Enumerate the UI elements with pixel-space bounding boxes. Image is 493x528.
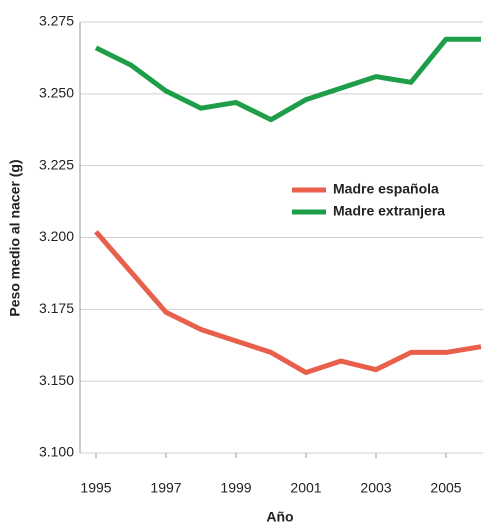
y-axis-label: Peso medio al nacer (g) — [7, 159, 23, 316]
x-tick-label: 2003 — [360, 480, 391, 496]
series-line — [94, 230, 482, 376]
x-tick-label: 2005 — [430, 480, 461, 496]
y-tick-label: 3.150 — [39, 372, 74, 388]
y-tick-label: 3.250 — [39, 85, 74, 101]
x-tick-label: 1995 — [80, 480, 111, 496]
y-tick-label: 3.275 — [39, 13, 74, 29]
legend-label: Madre extranjera — [333, 203, 445, 219]
series-line — [94, 36, 481, 123]
legend-label: Madre española — [333, 181, 439, 197]
y-tick-label: 3.175 — [39, 300, 74, 316]
y-tick-label: 3.225 — [39, 156, 74, 172]
x-axis-label: Año — [266, 509, 293, 525]
x-tick-label: 2001 — [290, 480, 321, 496]
y-tick-label: 3.100 — [39, 444, 74, 460]
x-tick-label: 1999 — [220, 480, 251, 496]
x-tick-label: 1997 — [150, 480, 181, 496]
y-tick-label: 3.200 — [39, 228, 74, 244]
